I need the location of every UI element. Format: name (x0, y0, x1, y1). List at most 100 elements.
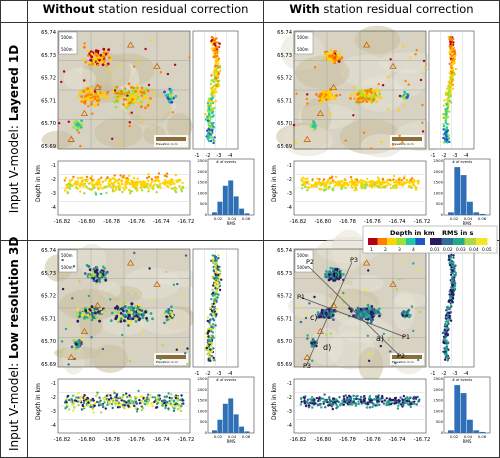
section-event-dot (368, 184, 371, 188)
map-event-dot (402, 104, 406, 107)
map-event-dot (401, 45, 405, 48)
side-event-dot (449, 40, 452, 43)
section-event-dot (361, 182, 364, 185)
section-event-dot (99, 403, 102, 406)
map-event-dot (128, 359, 131, 363)
section-event-dot (181, 181, 184, 184)
map-event-dot (76, 319, 80, 323)
section-event-dot (340, 186, 343, 189)
station-marker (389, 280, 397, 287)
map-event-dot (134, 87, 138, 90)
section-event-dot (140, 184, 144, 187)
section-event-dot (313, 184, 316, 187)
map-event-dot (96, 272, 100, 276)
section-event-dot (313, 402, 316, 405)
side-event-dot (214, 273, 217, 276)
side-axis-tick: -2 (206, 153, 211, 159)
side-event-dot (442, 141, 446, 144)
map-event-dot (380, 140, 383, 144)
lon-tick: -16.76 (128, 437, 145, 443)
side-event-dot (446, 333, 450, 336)
map-event-dot (398, 134, 401, 137)
section-event-dot (351, 403, 354, 406)
section-event-dot (332, 397, 335, 400)
map-event-dot (335, 268, 338, 272)
section-event-dot (130, 190, 133, 193)
section-event-dot (407, 398, 411, 401)
section-event-dot (92, 411, 95, 414)
side-event-dot (210, 354, 214, 358)
side-event-dot (446, 320, 449, 323)
side-event-dot (452, 256, 455, 259)
side-event-dot (215, 288, 218, 291)
lat-tick: 65.73 (277, 271, 292, 277)
section-event-dot (145, 176, 149, 180)
side-event-dot (451, 287, 455, 290)
station-marker (93, 83, 102, 91)
section-event-dot (168, 396, 171, 399)
map-event-dot (72, 339, 76, 343)
section-event-dot (179, 409, 183, 413)
section-event-dot (125, 401, 128, 404)
section-event-dot (128, 401, 131, 405)
side-event-dot (216, 296, 219, 299)
map-event-dot (87, 97, 90, 101)
map-event-dot (133, 100, 137, 104)
map-event-dot (94, 57, 98, 61)
map-event-dot (143, 91, 146, 95)
histogram-y-tick: 2500 (197, 376, 207, 381)
section-event-dot (142, 180, 145, 183)
map-event-dot (319, 100, 323, 104)
section-event-dot (182, 186, 185, 190)
profile-line (299, 296, 406, 338)
section-event-dot (387, 182, 390, 185)
side-event-dot (206, 102, 210, 105)
section-event-dot (334, 175, 338, 179)
map-event-dot (119, 317, 123, 321)
histogram-bar (454, 167, 461, 215)
histogram-y-tick: 1500 (433, 180, 443, 185)
map-event-dot (115, 316, 118, 319)
side-axis-tick: -1 (431, 371, 436, 377)
scale-box (294, 31, 314, 55)
map-event-dot (89, 93, 92, 96)
map-event-dot (103, 308, 106, 312)
map-event-dot (78, 91, 82, 94)
side-event-dot (445, 349, 449, 352)
map-event-dot (77, 339, 80, 343)
map-event-dot (98, 280, 102, 283)
section-event-dot (76, 177, 80, 180)
map-event-dot (136, 307, 140, 310)
map-event-dot (421, 121, 424, 125)
histogram-bar (460, 175, 467, 215)
section-event-dot (99, 186, 102, 189)
map-event-dot (109, 319, 113, 322)
section-event-dot (126, 182, 129, 185)
section-event-dot (118, 396, 121, 399)
section-event-dot (337, 400, 340, 404)
section-event-dot (110, 397, 113, 400)
elevation-bar (392, 137, 422, 141)
map-event-dot (61, 258, 64, 262)
map-event-dot (331, 269, 335, 273)
histogram-y-label: # of events (216, 378, 236, 382)
map-event-dot (83, 45, 86, 49)
map-event-dot (133, 251, 136, 255)
section-event-dot (402, 394, 406, 398)
histogram-y-tick: 2000 (433, 387, 443, 392)
grid-divider-col-label (27, 0, 28, 458)
histogram-y-label: # of events (216, 160, 236, 164)
grid-divider-row (0, 240, 500, 241)
map-event-dot (407, 308, 411, 312)
side-event-dot (451, 87, 455, 91)
map-event-dot (402, 310, 405, 314)
section-event-dot (410, 177, 414, 180)
section-event-dot (145, 402, 149, 406)
map-event-dot (95, 102, 99, 105)
section-event-dot (119, 186, 122, 189)
section-event-dot (404, 397, 407, 400)
map-event-dot (78, 315, 81, 319)
section-event-dot (386, 184, 389, 187)
section-event-dot (150, 180, 154, 183)
map-event-dot (353, 91, 357, 95)
